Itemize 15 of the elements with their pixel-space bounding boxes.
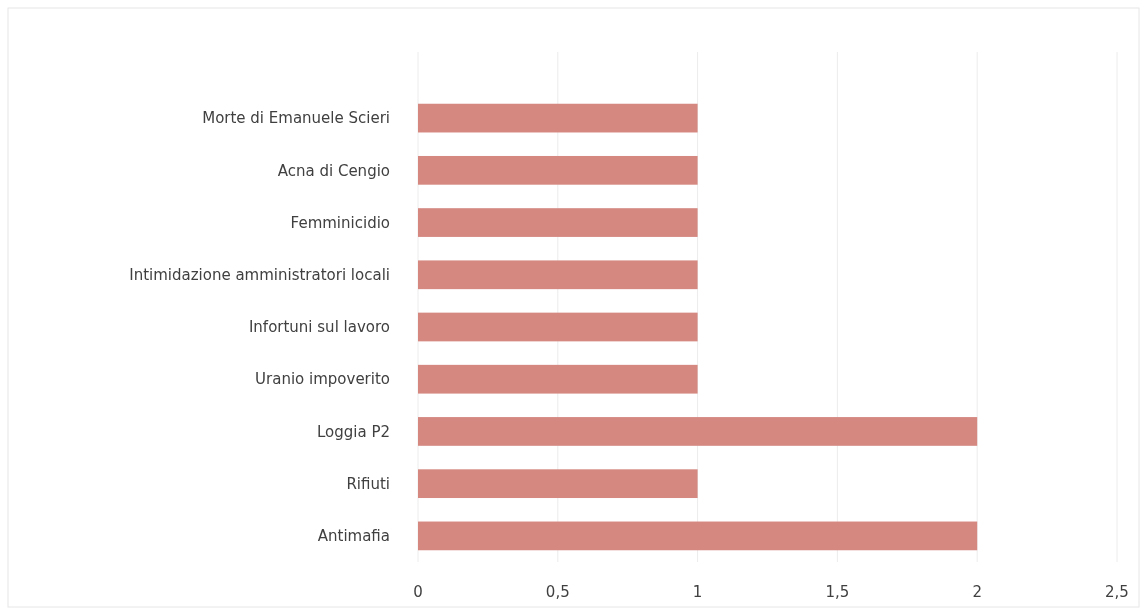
x-tick-label: 0,5 bbox=[545, 583, 570, 601]
y-tick-label: Infortuni sul lavoro bbox=[248, 318, 390, 337]
y-tick-label: Antimafia bbox=[317, 527, 390, 546]
y-tick-label: Femminicidio bbox=[290, 213, 390, 232]
y-tick-label: Rifiuti bbox=[346, 474, 390, 493]
y-tick-label: Intimidazione amministratori locali bbox=[129, 266, 390, 285]
x-tick-label: 1,5 bbox=[825, 583, 850, 601]
x-tick-label: 0 bbox=[413, 583, 423, 601]
x-tick-label: 1 bbox=[692, 583, 703, 601]
y-tick-label: Uranio impoverito bbox=[255, 370, 390, 389]
y-tick-label: Loggia P2 bbox=[316, 422, 390, 441]
x-tick-label: 2 bbox=[972, 583, 982, 601]
y-tick-label: Acna di Cengio bbox=[277, 161, 390, 180]
x-tick-label: 2,5 bbox=[1105, 583, 1129, 601]
y-tick-label: Morte di Emanuele Scieri bbox=[202, 109, 390, 128]
